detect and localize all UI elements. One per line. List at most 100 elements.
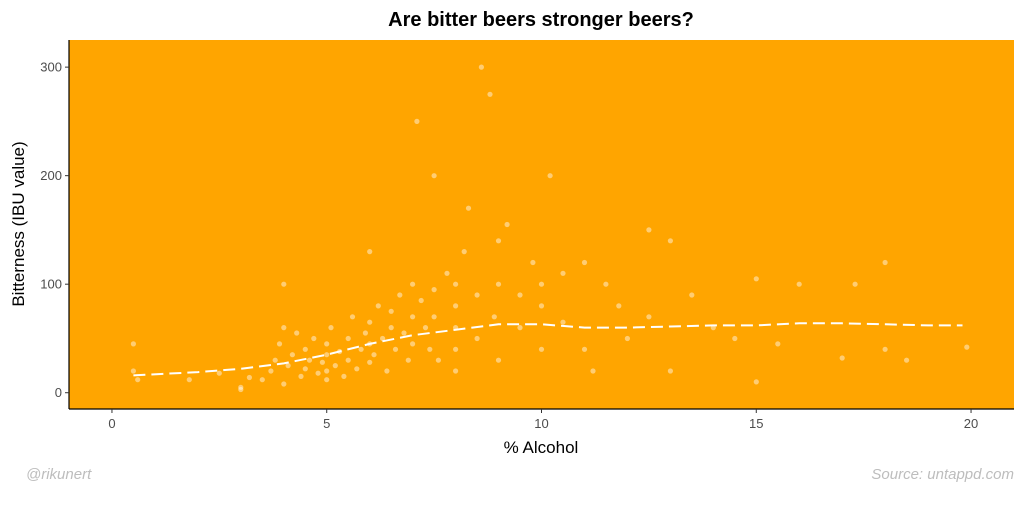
- data-point: [281, 381, 287, 387]
- data-point: [495, 281, 502, 287]
- data-point: [298, 373, 304, 379]
- data-point: [616, 303, 622, 309]
- data-point: [431, 287, 437, 293]
- data-point: [796, 281, 802, 287]
- data-point: [324, 368, 330, 374]
- x-tick-label: 15: [749, 416, 763, 431]
- data-point: [581, 346, 588, 352]
- data-point: [130, 368, 136, 374]
- trend-line: [133, 322, 963, 377]
- data-point: [581, 259, 588, 266]
- data-point: [130, 341, 136, 347]
- data-point: [904, 357, 910, 363]
- data-point: [414, 118, 420, 124]
- data-point: [624, 335, 631, 342]
- data-point: [538, 303, 545, 309]
- data-point: [238, 386, 244, 393]
- data-point: [487, 91, 493, 97]
- y-axis-label: Bitterness (IBU value): [9, 141, 28, 306]
- data-point: [311, 335, 317, 342]
- data-point: [392, 346, 399, 352]
- data-point: [397, 292, 403, 298]
- data-point: [285, 363, 291, 369]
- data-point: [478, 64, 484, 70]
- data-point: [422, 325, 429, 331]
- y-tick-label: 0: [55, 385, 62, 400]
- data-point: [216, 370, 222, 376]
- data-point: [689, 292, 695, 298]
- data-point: [319, 359, 325, 365]
- data-point: [495, 238, 502, 244]
- data-point: [667, 238, 674, 244]
- data-point: [306, 357, 313, 363]
- data-point: [289, 352, 295, 358]
- data-point: [517, 292, 523, 298]
- x-tick-label: 10: [534, 416, 548, 431]
- data-point: [474, 335, 480, 342]
- data-point: [384, 368, 390, 374]
- x-tick-label: 0: [108, 416, 115, 431]
- data-point: [882, 346, 888, 352]
- data-point: [435, 357, 441, 363]
- data-point: [560, 270, 566, 276]
- data-point: [324, 341, 330, 347]
- data-point: [646, 227, 652, 233]
- data-point: [302, 346, 308, 352]
- data-point: [367, 319, 373, 325]
- data-point: [775, 341, 781, 347]
- data-point: [367, 249, 373, 255]
- data-point: [324, 377, 330, 383]
- data-point: [560, 319, 566, 325]
- data-point: [410, 281, 416, 287]
- data-point: [410, 341, 416, 347]
- data-point: [358, 346, 364, 352]
- data-point: [135, 377, 141, 383]
- data-point: [268, 368, 274, 374]
- data-point: [302, 366, 308, 372]
- data-point: [504, 221, 510, 228]
- data-point: [530, 259, 536, 266]
- data-point: [517, 325, 523, 331]
- data-point: [474, 292, 480, 298]
- data-point: [839, 355, 845, 361]
- data-point: [753, 379, 759, 385]
- data-point: [461, 249, 467, 255]
- author-credit: @rikunert: [26, 466, 92, 483]
- data-point: [418, 297, 424, 304]
- data-point: [495, 357, 502, 363]
- x-tick-label: 20: [964, 416, 978, 431]
- data-point: [315, 370, 321, 376]
- data-point: [186, 377, 192, 383]
- data-point: [324, 352, 330, 358]
- data-point: [281, 281, 287, 287]
- data-point: [401, 330, 407, 336]
- data-point: [349, 314, 356, 320]
- data-point: [294, 330, 300, 336]
- data-point: [410, 314, 416, 320]
- x-axis-label: % Alcohol: [504, 438, 579, 457]
- data-point: [367, 359, 373, 365]
- y-tick-label: 100: [40, 277, 62, 292]
- x-ticks: 0 5 10 15 20: [108, 409, 978, 431]
- data-point: [603, 281, 609, 287]
- data-point: [964, 344, 970, 350]
- data-point: [431, 314, 437, 320]
- data-point: [345, 357, 351, 363]
- source-credit: Source: untappd.com: [871, 466, 1014, 483]
- x-tick-label: 5: [323, 416, 330, 431]
- data-point: [646, 314, 652, 320]
- data-point: [276, 341, 283, 347]
- data-point: [732, 335, 738, 342]
- data-point: [431, 173, 437, 179]
- data-point: [852, 281, 858, 287]
- data-point: [453, 368, 459, 374]
- chart-title: Are bitter beers stronger beers?: [388, 9, 694, 31]
- data-point: [259, 377, 265, 383]
- data-point: [345, 335, 351, 342]
- data-point: [590, 368, 596, 374]
- data-point: [882, 259, 888, 266]
- data-point: [362, 330, 368, 336]
- data-point: [281, 325, 287, 331]
- data-point: [328, 325, 334, 331]
